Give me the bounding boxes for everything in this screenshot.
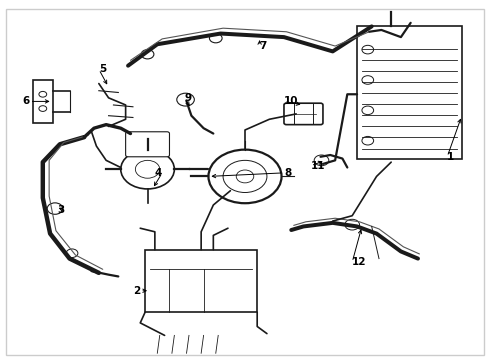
Text: 9: 9: [184, 93, 191, 103]
Text: 4: 4: [155, 168, 162, 178]
FancyBboxPatch shape: [125, 132, 170, 157]
Text: 11: 11: [311, 161, 325, 171]
Text: 12: 12: [352, 257, 367, 267]
Text: 8: 8: [284, 168, 291, 178]
Bar: [33, 80, 52, 123]
Text: 10: 10: [284, 96, 298, 107]
Text: 5: 5: [99, 64, 106, 74]
Bar: [145, 249, 257, 312]
Text: 7: 7: [260, 41, 267, 51]
FancyBboxPatch shape: [357, 26, 462, 158]
FancyBboxPatch shape: [284, 103, 323, 125]
Text: 1: 1: [447, 152, 454, 162]
Text: 2: 2: [133, 286, 140, 296]
Text: 3: 3: [57, 205, 65, 215]
Text: 6: 6: [23, 96, 30, 107]
